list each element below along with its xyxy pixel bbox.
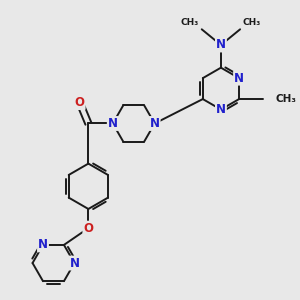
Text: CH₃: CH₃ <box>243 17 261 26</box>
Text: N: N <box>38 238 48 251</box>
Text: CH₃: CH₃ <box>181 17 199 26</box>
Text: N: N <box>216 103 226 116</box>
Text: O: O <box>83 222 93 235</box>
Text: N: N <box>150 117 160 130</box>
Text: O: O <box>75 96 85 109</box>
Text: N: N <box>234 72 244 85</box>
Text: N: N <box>216 38 226 52</box>
Text: N: N <box>108 117 118 130</box>
Text: N: N <box>69 256 80 269</box>
Text: CH₃: CH₃ <box>276 94 297 104</box>
